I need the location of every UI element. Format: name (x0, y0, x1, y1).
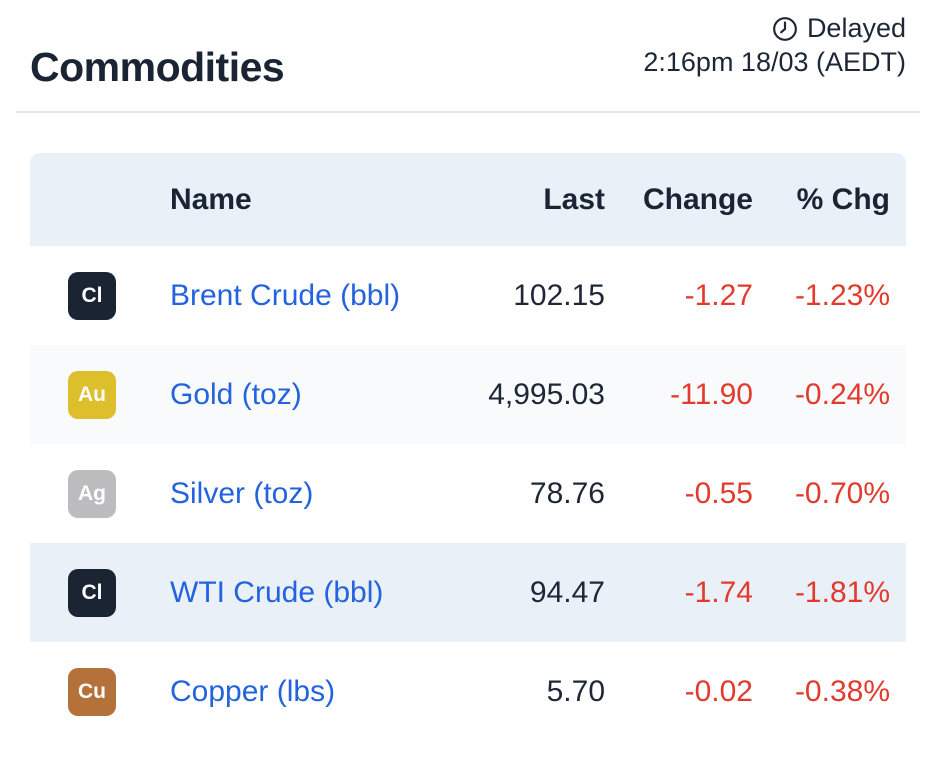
name-cell: Brent Crude (bbl) (170, 279, 455, 313)
pct-chg-value: -0.38% (794, 674, 890, 708)
column-header-name: Name (170, 182, 252, 216)
commodity-link[interactable]: Copper (lbs) (170, 674, 336, 708)
name-cell: Copper (lbs) (170, 675, 455, 709)
table-row: Ag Silver (toz) 78.76 -0.55 -0.70% (30, 444, 906, 543)
symbol-badge: Cl (68, 271, 116, 320)
widget-header: Commodities Delayed 2:16pm 18/03 (AEDT) (0, 0, 936, 91)
table-body: Cl Brent Crude (bbl) 102.15 -1.27 -1.23%… (30, 246, 906, 741)
timestamp: 2:16pm 18/03 (AEDT) (643, 46, 906, 77)
last-value: 94.47 (529, 575, 605, 609)
name-cell: Silver (toz) (170, 477, 455, 511)
table-header-row: Name Last Change % Chg (30, 153, 906, 246)
pct-chg-value: -1.81% (794, 575, 890, 609)
badge-cell: Cl (30, 271, 170, 320)
status-label: Delayed (806, 13, 906, 43)
change-value: -0.55 (684, 476, 753, 510)
symbol-badge: Cl (68, 568, 116, 617)
clock-icon (773, 16, 797, 41)
header-divider (16, 111, 920, 113)
status-line: Delayed (643, 12, 906, 46)
badge-cell: Au (30, 370, 170, 419)
column-header-last: Last (543, 182, 605, 216)
column-header-change: Change (642, 182, 753, 216)
commodity-link[interactable]: Gold (toz) (170, 377, 302, 411)
name-cell: Gold (toz) (170, 378, 455, 412)
change-value: -1.74 (684, 575, 753, 609)
last-value: 102.15 (513, 278, 605, 312)
pct-chg-value: -0.70% (794, 476, 890, 510)
column-header-pct-chg: % Chg (796, 182, 890, 216)
last-value: 5.70 (546, 674, 605, 708)
pct-chg-value: -0.24% (794, 377, 890, 411)
commodity-link[interactable]: WTI Crude (bbl) (170, 575, 384, 609)
table-row: Cl Brent Crude (bbl) 102.15 -1.27 -1.23% (30, 246, 906, 345)
table-row: Cl WTI Crude (bbl) 94.47 -1.74 -1.81% (30, 543, 906, 642)
change-value: -1.27 (684, 278, 753, 312)
symbol-badge: Au (68, 370, 116, 419)
badge-cell: Cu (30, 667, 170, 716)
data-status: Delayed 2:16pm 18/03 (AEDT) (643, 12, 906, 80)
name-cell: WTI Crude (bbl) (170, 576, 455, 610)
change-value: -0.02 (684, 674, 753, 708)
commodity-link[interactable]: Brent Crude (bbl) (170, 278, 401, 312)
commodity-link[interactable]: Silver (toz) (170, 476, 314, 510)
last-value: 4,995.03 (488, 377, 605, 411)
change-value: -11.90 (670, 377, 753, 411)
symbol-badge: Cu (68, 667, 116, 716)
pct-chg-value: -1.23% (794, 278, 890, 312)
page-title: Commodities (30, 44, 285, 90)
badge-cell: Cl (30, 568, 170, 617)
symbol-badge: Ag (68, 469, 116, 518)
table-row: Cu Copper (lbs) 5.70 -0.02 -0.38% (30, 642, 906, 741)
commodities-table: Name Last Change % Chg Cl Brent Crude (b… (30, 153, 906, 741)
last-value: 78.76 (529, 476, 605, 510)
badge-cell: Ag (30, 469, 170, 518)
table-row: Au Gold (toz) 4,995.03 -11.90 -0.24% (30, 345, 906, 444)
